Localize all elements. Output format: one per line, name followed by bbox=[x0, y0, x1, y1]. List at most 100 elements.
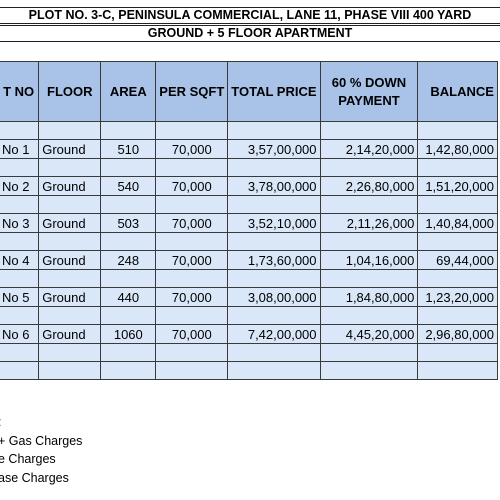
note-line: : bbox=[0, 413, 82, 432]
blank-cell bbox=[100, 195, 157, 214]
col-header-down-payment: 60 % DOWN PAYMENT bbox=[319, 61, 419, 122]
blank-cell bbox=[155, 343, 229, 362]
cell-unit: No 1 bbox=[0, 139, 40, 159]
blank-cell bbox=[38, 306, 102, 325]
col-header-floor: FLOOR bbox=[38, 61, 102, 122]
blank-cell bbox=[100, 158, 157, 177]
blank-cell bbox=[100, 361, 157, 380]
blank-cell bbox=[227, 232, 321, 251]
blank-cell bbox=[100, 232, 157, 251]
blank-cell bbox=[319, 195, 419, 214]
cell-unit: No 6 bbox=[0, 324, 40, 344]
cell-unit: No 4 bbox=[0, 250, 40, 270]
blank-cell bbox=[100, 269, 157, 288]
blank-cell bbox=[0, 306, 40, 325]
blank-cell bbox=[38, 361, 102, 380]
sheet-subtitle: GROUND + 5 FLOOR APARTMENT bbox=[0, 25, 500, 42]
cell-floor: Ground bbox=[38, 139, 102, 159]
cell-down-payment: 2,26,80,000 bbox=[319, 176, 419, 196]
blank-cell bbox=[155, 361, 229, 380]
cell-per-sqft: 70,000 bbox=[155, 287, 229, 307]
blank-cell bbox=[100, 343, 157, 362]
col-header-per-sqft: PER SQFT bbox=[155, 61, 229, 122]
col-header-area: AREA bbox=[100, 61, 157, 122]
table-row: No 1 Ground 510 70,000 3,57,00,000 2,14,20,00… bbox=[0, 139, 498, 159]
notes-block: : + Gas Charges e Charges ase Charges bbox=[0, 413, 82, 487]
blank-cell bbox=[417, 361, 498, 380]
blank-cell bbox=[100, 121, 157, 140]
blank-cell bbox=[155, 306, 229, 325]
blank-cell bbox=[155, 121, 229, 140]
blank-cell bbox=[38, 343, 102, 362]
blank-cell bbox=[417, 232, 498, 251]
cell-per-sqft: 70,000 bbox=[155, 213, 229, 233]
blank-cell bbox=[417, 343, 498, 362]
cell-down-payment: 2,14,20,000 bbox=[319, 139, 419, 159]
blank-cell bbox=[0, 361, 40, 380]
blank-cell bbox=[38, 232, 102, 251]
blank-cell bbox=[417, 121, 498, 140]
blank-cell bbox=[227, 195, 321, 214]
cell-down-payment: 4,45,20,000 bbox=[319, 324, 419, 344]
cell-per-sqft: 70,000 bbox=[155, 176, 229, 196]
blank-cell bbox=[155, 232, 229, 251]
cell-balance: 1,23,20,000 bbox=[417, 287, 498, 307]
cell-floor: Ground bbox=[38, 287, 102, 307]
cell-total-price: 7,42,00,000 bbox=[227, 324, 321, 344]
blank-row bbox=[0, 343, 498, 362]
blank-cell bbox=[319, 121, 419, 140]
header-row: T NO FLOOR AREA PER SQFT TOTAL PRICE 60 … bbox=[0, 61, 498, 122]
blank-cell bbox=[319, 269, 419, 288]
blank-cell bbox=[100, 306, 157, 325]
blank-cell bbox=[227, 361, 321, 380]
price-table: T NO FLOOR AREA PER SQFT TOTAL PRICE 60 … bbox=[0, 61, 498, 380]
blank-cell bbox=[155, 158, 229, 177]
col-header-balance: BALANCE bbox=[417, 61, 498, 122]
cell-balance: 1,40,84,000 bbox=[417, 213, 498, 233]
note-line: e Charges bbox=[0, 452, 56, 466]
note-line: ase Charges bbox=[0, 470, 69, 485]
cell-balance: 1,51,20,000 bbox=[417, 176, 498, 196]
blank-cell bbox=[417, 195, 498, 214]
cell-area: 503 bbox=[100, 213, 157, 233]
blank-cell bbox=[0, 232, 40, 251]
blank-row bbox=[0, 195, 498, 214]
cell-total-price: 1,73,60,000 bbox=[227, 250, 321, 270]
blank-cell bbox=[0, 269, 40, 288]
cell-balance: 1,42,80,000 bbox=[417, 139, 498, 159]
blank-cell bbox=[155, 269, 229, 288]
cell-floor: Ground bbox=[38, 213, 102, 233]
table-row: No 6 Ground 1060 70,000 7,42,00,000 4,45,20,0… bbox=[0, 324, 498, 344]
blank-row bbox=[0, 306, 498, 325]
blank-cell bbox=[227, 306, 321, 325]
note-line: + Gas Charges bbox=[0, 433, 83, 448]
table-row: No 4 Ground 248 70,000 1,73,60,000 1,04,16,00… bbox=[0, 250, 498, 270]
blank-cell bbox=[0, 343, 40, 362]
cell-floor: Ground bbox=[38, 176, 102, 196]
table-body: No 1 Ground 510 70,000 3,57,00,000 2,14,20,00… bbox=[0, 121, 498, 380]
blank-cell bbox=[319, 306, 419, 325]
cell-floor: Ground bbox=[38, 324, 102, 344]
blank-cell bbox=[155, 195, 229, 214]
cell-unit: No 2 bbox=[0, 176, 40, 196]
col-header-total-price: TOTAL PRICE bbox=[227, 61, 321, 122]
cell-per-sqft: 70,000 bbox=[155, 250, 229, 270]
blank-cell bbox=[0, 121, 40, 140]
cell-area: 248 bbox=[100, 250, 157, 270]
blank-cell bbox=[227, 343, 321, 362]
blank-cell bbox=[38, 158, 102, 177]
cell-area: 540 bbox=[100, 176, 157, 196]
table-row: No 5 Ground 440 70,000 3,08,00,000 1,84,80,00… bbox=[0, 287, 498, 307]
sheet-title: PLOT NO. 3-C, PENINSULA COMMERCIAL, LANE… bbox=[0, 7, 500, 24]
blank-cell bbox=[227, 269, 321, 288]
blank-cell bbox=[38, 121, 102, 140]
blank-row bbox=[0, 361, 498, 380]
cell-unit: No 5 bbox=[0, 287, 40, 307]
cell-total-price: 3,08,00,000 bbox=[227, 287, 321, 307]
blank-cell bbox=[319, 361, 419, 380]
blank-cell bbox=[0, 158, 40, 177]
blank-cell bbox=[0, 195, 40, 214]
blank-cell bbox=[227, 158, 321, 177]
cell-area: 510 bbox=[100, 139, 157, 159]
cell-down-payment: 1,84,80,000 bbox=[319, 287, 419, 307]
